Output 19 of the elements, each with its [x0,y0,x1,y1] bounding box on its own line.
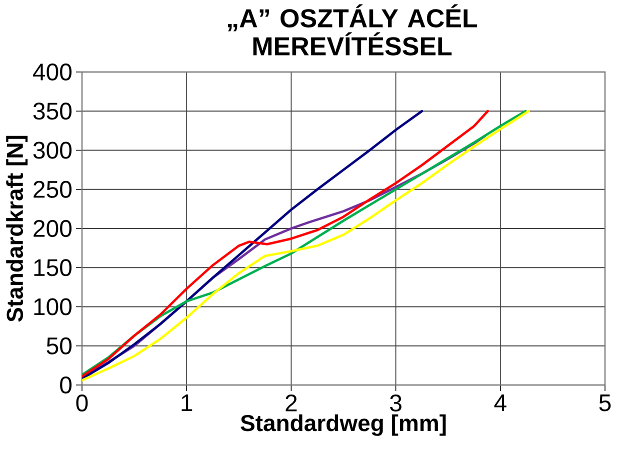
y-tick-label: 0 [60,376,72,394]
x-tick-label: 3 [390,394,402,412]
y-tick-label: 50 [46,337,72,354]
y-tick-label: 200 [34,220,72,237]
y-tick-label: 350 [33,102,72,120]
x-tick-label: 0 [76,394,88,412]
y-tick-label: 150 [34,259,72,276]
x-tick-label: 5 [599,394,611,412]
y-axis-title: Standardkraft [N] [6,136,28,322]
y-tick-label: 100 [34,298,72,316]
y-tick-label: 300 [33,142,72,159]
y-tick-label: 250 [34,180,72,198]
y-tick-label: 400 [32,63,72,80]
line-series [82,110,424,380]
x-axis-title: Standardweg [mm] [240,414,446,436]
x-tick-label: 1 [182,394,192,412]
x-tick-label: 4 [494,394,506,412]
x-tick-label: 2 [286,394,297,412]
chart-title: „A” OSZTÁLY ACÉL MEREVÍTÉSSEL [228,4,478,56]
